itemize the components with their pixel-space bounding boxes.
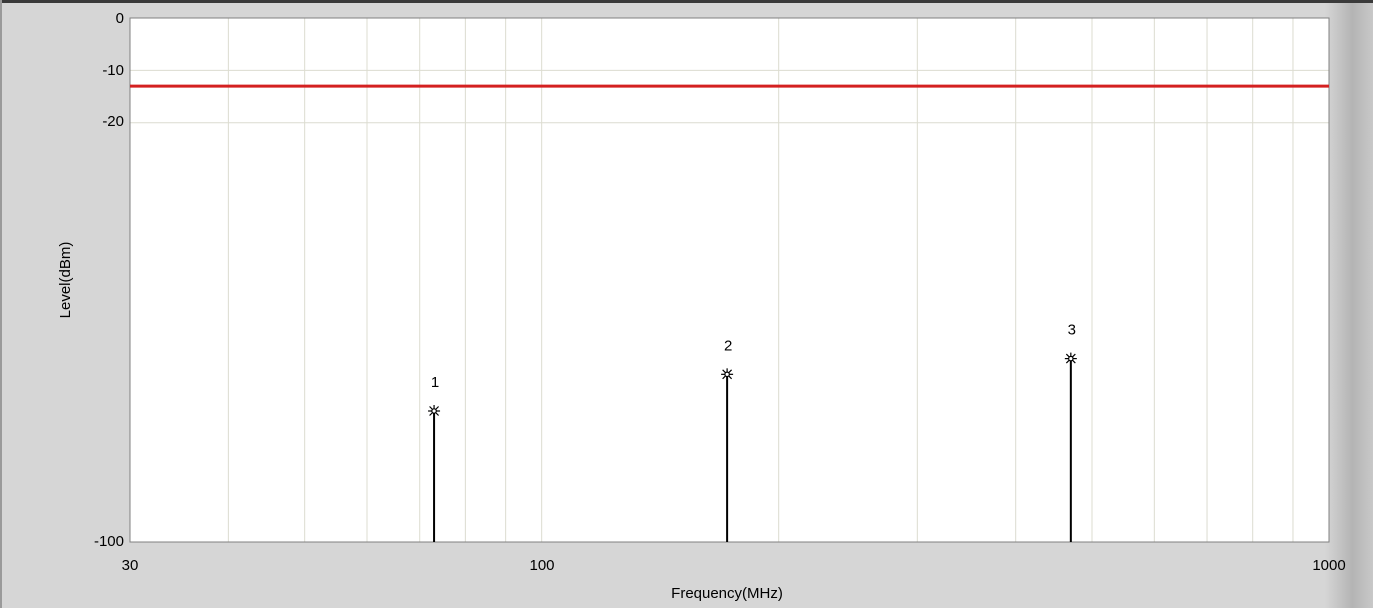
y-tick-labels: 0 -10 -20 -100 <box>94 10 124 550</box>
marker-star-icon <box>428 405 441 417</box>
plot-border <box>129 17 1330 543</box>
y-axis-title: Level(dBm) <box>57 242 74 319</box>
horizontal-gridlines <box>130 69 1329 124</box>
marker-label: 2 <box>724 337 732 354</box>
y-tick-label: -100 <box>94 533 124 550</box>
markers: 1 2 3 <box>428 322 1077 542</box>
marker-star-icon <box>1064 352 1077 365</box>
y-tick-label: 0 <box>116 10 124 27</box>
x-axis-title: Frequency(MHz) <box>671 585 783 602</box>
top-border <box>0 0 1373 3</box>
y-tick-label: -20 <box>102 113 124 130</box>
x-tick-label: 1000 <box>1312 557 1345 574</box>
x-tick-labels: 30 100 1000 <box>122 557 1346 574</box>
left-border <box>0 0 2 608</box>
vertical-gridlines <box>227 18 1294 542</box>
marker-label: 1 <box>431 374 439 391</box>
y-tick-label: -10 <box>102 62 124 79</box>
marker-star-icon <box>721 368 734 381</box>
marker-3: 3 <box>1064 322 1077 542</box>
plot-area <box>130 18 1329 542</box>
marker-label: 3 <box>1068 322 1076 339</box>
marker-1: 1 <box>428 374 441 542</box>
x-tick-label: 100 <box>529 557 554 574</box>
marker-2: 2 <box>721 337 734 542</box>
x-tick-label: 30 <box>122 557 139 574</box>
